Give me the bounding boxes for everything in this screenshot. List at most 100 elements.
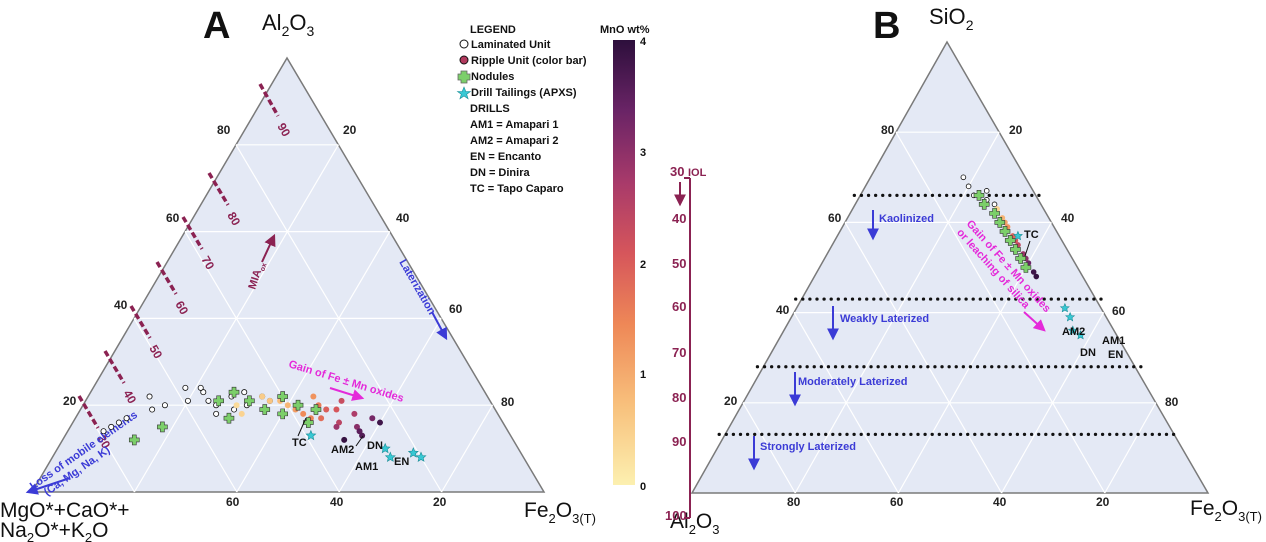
- tick-right-40: 40: [396, 211, 410, 225]
- iol-ticks: 30 40 50 60 70 80 90 100: [665, 164, 687, 523]
- tick-b-right-40: 40: [1061, 211, 1075, 225]
- laminated-point-b: [991, 201, 998, 208]
- gain-arrow-b: [1023, 311, 1046, 332]
- tick-labels-a: 80 60 40 20 20 40 60 80 60 40 20: [63, 123, 515, 509]
- zone-label-moderately: Moderately Laterized: [798, 376, 907, 388]
- drill-labels-a: TC AM2 DN AM1 EN: [292, 437, 409, 473]
- drill-label-dn-a: DN: [367, 440, 383, 452]
- zone-label-strongly: Strongly Laterized: [760, 441, 856, 453]
- laminated-point-a: [146, 393, 153, 400]
- laminated-point-a: [161, 402, 168, 409]
- tick-left-80: 80: [217, 123, 231, 137]
- ripple-point-a: [351, 410, 358, 417]
- mia-tick-80: 80: [224, 210, 243, 229]
- colorbar-tick-2: 2: [640, 259, 646, 271]
- legend-drill-am1: AM1 = Amapari 1: [470, 119, 559, 131]
- grid-line-mob-40: [184, 231, 340, 493]
- legend-drill-dn: DN = Dinira: [470, 167, 530, 179]
- mia-tick-90: 90: [274, 121, 293, 140]
- grid-line-mob-60: [133, 318, 238, 493]
- grid-b-line-fe-80: [1104, 402, 1157, 494]
- am2-leader-a: [355, 435, 364, 447]
- iol-tick-50: 50: [672, 256, 686, 271]
- laminated-point-a: [184, 397, 191, 404]
- mia-contour-70: [181, 216, 204, 250]
- nodule-point-b: [1020, 262, 1032, 273]
- legend-item-laminated: Laminated Unit: [471, 39, 551, 51]
- colorbar-tick-0: 0: [640, 481, 646, 493]
- ripple-point-a: [333, 406, 340, 413]
- apex-al2o3-a: Al2O3: [262, 10, 314, 39]
- apex-fe2o3-b: Fe2O3(T): [1190, 497, 1262, 524]
- apex-al2o3-b: Al2O3: [670, 510, 720, 537]
- tick-b-bottom-20: 20: [1096, 495, 1110, 509]
- tick-b-bottom-40: 40: [993, 495, 1007, 509]
- tailings-point-a: [407, 447, 419, 458]
- ripple-point-a: [336, 419, 343, 426]
- tailings-point-a: [305, 429, 317, 441]
- tailings-point-a: [379, 442, 391, 454]
- tc-leader-a: [297, 417, 307, 437]
- nodule-point-a: [223, 412, 235, 424]
- ripple-point-a: [341, 436, 348, 443]
- nodule-point-a: [277, 408, 288, 420]
- mia-contour-40: [103, 350, 126, 384]
- tailings-point-b: [1012, 230, 1023, 241]
- tick-b-right-80: 80: [1165, 395, 1179, 409]
- iol-tick-60: 60: [672, 299, 686, 314]
- grid-line-fe-40: [236, 231, 391, 493]
- legend-item-tailings: Drill Tailings (APXS): [471, 87, 577, 99]
- drill-label-am1-b: AM1: [1102, 335, 1125, 347]
- drill-label-en-a: EN: [394, 456, 409, 468]
- legend-drills-title: DRILLS: [470, 103, 510, 115]
- ripple-point-b: [1030, 269, 1037, 275]
- apex-sio2-b: SiO2: [929, 4, 974, 33]
- nodule-point-a: [244, 395, 255, 407]
- apex-mobile-oxides-line2: Na2O*+K2O: [0, 519, 108, 542]
- mia-tick-60: 60: [172, 299, 191, 318]
- ripple-point-a: [359, 432, 366, 439]
- ternary-triangle-a: [30, 56, 546, 493]
- tailings-point-a: [415, 451, 427, 462]
- nodule-point-a: [128, 434, 140, 446]
- apex-mobile-oxides: MgO*+CaO*+: [0, 499, 130, 522]
- zone-lines: [717, 193, 1182, 436]
- mia-arrow: [261, 233, 276, 263]
- colorbar-title: MnO wt%: [600, 24, 650, 36]
- legend-symbol-ripple: [459, 55, 469, 65]
- nodule-point-b: [1010, 244, 1021, 255]
- laminated-point-a: [197, 384, 204, 391]
- laminated-point-b: [960, 174, 967, 181]
- ripple-point-a: [266, 397, 273, 404]
- grid-b-line-fe-60: [1001, 312, 1105, 494]
- nodule-point-a: [157, 421, 168, 433]
- tick-b-right-60: 60: [1112, 304, 1126, 318]
- laminated-point-b: [965, 183, 972, 190]
- colorbar: MnO wt% 4 3 2 1 0: [600, 24, 650, 493]
- zone-arrows: [748, 210, 879, 471]
- mia-contour-80: [207, 172, 230, 206]
- laminated-point-a: [200, 389, 207, 396]
- laminated-point-a: [149, 406, 156, 413]
- laminated-point-a: [213, 410, 220, 417]
- tick-b-right-20: 20: [1009, 123, 1023, 137]
- iol-axis: IOL 30 40 50 60 70 80 90 100: [665, 164, 707, 523]
- colorbar-tick-1: 1: [640, 369, 646, 381]
- mia-contour-50: [129, 305, 152, 339]
- tick-b-bottom-60: 60: [890, 495, 904, 509]
- mia-label: MIAox: [246, 260, 268, 291]
- iol-tick-100: 100: [665, 508, 687, 523]
- ripple-point-a: [353, 423, 360, 430]
- mia-tick-40: 40: [120, 388, 139, 407]
- grid-b-line-al-60: [793, 312, 899, 494]
- nodule-point-a: [277, 391, 288, 402]
- tailings-point-b: [1059, 302, 1070, 313]
- nodule-point-b: [978, 199, 990, 210]
- ripple-point-a: [300, 410, 307, 417]
- laminated-point-b: [983, 188, 990, 194]
- ripple-point-a: [233, 402, 240, 409]
- iol-tick-marks: [684, 177, 690, 519]
- tick-b-left-40: 40: [776, 303, 790, 317]
- ripple-point-a: [377, 419, 383, 426]
- grid-line-fe-60: [338, 318, 442, 493]
